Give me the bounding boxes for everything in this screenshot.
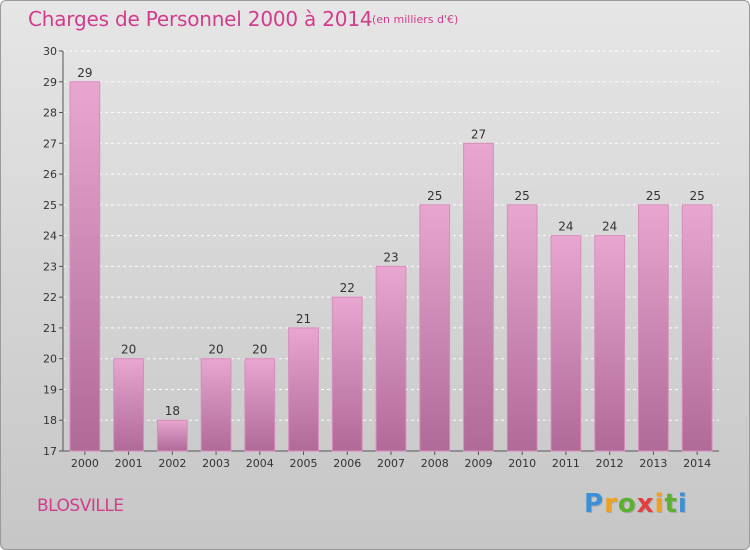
y-tick-label: 25	[43, 199, 57, 212]
logo-letter: r	[604, 489, 618, 519]
bar	[113, 358, 144, 452]
y-tick-label: 19	[43, 383, 57, 396]
x-tick-label: 2002	[158, 457, 186, 470]
data-label: 25	[515, 189, 530, 203]
data-label: 20	[121, 343, 136, 357]
logo-letter: i	[677, 489, 688, 519]
y-tick-label: 18	[43, 414, 57, 427]
logo-letter: o	[617, 489, 637, 519]
data-label: 25	[646, 189, 661, 203]
y-tick-label: 28	[43, 107, 57, 120]
logo-letter: t	[664, 489, 678, 519]
y-tick-label: 20	[43, 353, 57, 366]
logo-letter: P	[584, 489, 605, 519]
x-tick-label: 2000	[71, 457, 99, 470]
y-tick-label: 27	[43, 137, 57, 150]
bars	[69, 81, 713, 452]
y-tick-label: 23	[43, 260, 57, 273]
bar	[638, 204, 669, 452]
y-tick-label: 21	[43, 322, 57, 335]
bar	[244, 358, 276, 452]
chart-title: Charges de Personnel 2000 à 2014	[28, 7, 373, 31]
x-tick-label: 2007	[377, 457, 405, 470]
data-label: 25	[689, 189, 704, 203]
x-tick-label: 2005	[290, 457, 318, 470]
data-labels: 29 20 18 20 20 21 22 23 25 27 25 24 24 25 25	[77, 66, 705, 418]
bar	[69, 81, 101, 452]
bar	[156, 419, 188, 452]
x-tick-label: 2008	[421, 457, 449, 470]
data-label: 22	[340, 281, 355, 295]
x-tick-label: 2010	[508, 457, 536, 470]
proxiti-logo[interactable]: Proxiti	[584, 489, 688, 519]
bar	[200, 358, 232, 452]
data-label: 23	[383, 250, 398, 264]
y-tick-label: 26	[43, 168, 57, 181]
x-tick-label: 2001	[115, 457, 143, 470]
data-label: 18	[165, 404, 180, 418]
x-tick-label: 2014	[683, 457, 711, 470]
data-label: 29	[77, 66, 92, 80]
bar	[375, 265, 407, 452]
data-label: 20	[208, 343, 223, 357]
x-tick-label: 2011	[552, 457, 580, 470]
x-tick-label: 2013	[639, 457, 667, 470]
data-label: 24	[602, 220, 617, 234]
bar	[331, 296, 363, 452]
logo-letter: x	[636, 489, 655, 519]
bar	[550, 235, 582, 452]
bar	[463, 142, 494, 452]
bar	[681, 204, 713, 452]
logo-letter: i	[654, 489, 665, 519]
y-tick-label: 24	[43, 230, 57, 243]
y-tick-label: 22	[43, 291, 57, 304]
data-label: 20	[252, 343, 267, 357]
x-tick-label: 2004	[246, 457, 274, 470]
data-label: 24	[558, 220, 573, 234]
bar	[288, 327, 319, 452]
bar	[419, 204, 451, 452]
x-tick-label: 2012	[596, 457, 624, 470]
data-label: 25	[427, 189, 442, 203]
bar	[594, 235, 626, 452]
axes: 17 18 19 20 21 22 23 24 25 26 27 28 29 30 2000 2001 2002…	[43, 45, 719, 470]
y-tick-label: 29	[43, 76, 57, 89]
y-tick-label: 30	[43, 45, 57, 58]
bar	[506, 204, 538, 452]
y-tick-label: 17	[43, 445, 57, 458]
data-label: 27	[471, 127, 486, 141]
x-tick-label: 2006	[333, 457, 361, 470]
chart-subtitle: (en milliers d'€)	[372, 13, 459, 26]
commune-name: BLOSVILLE	[37, 496, 124, 516]
data-label: 21	[296, 312, 311, 326]
x-tick-label: 2009	[464, 457, 492, 470]
x-tick-label: 2003	[202, 457, 230, 470]
